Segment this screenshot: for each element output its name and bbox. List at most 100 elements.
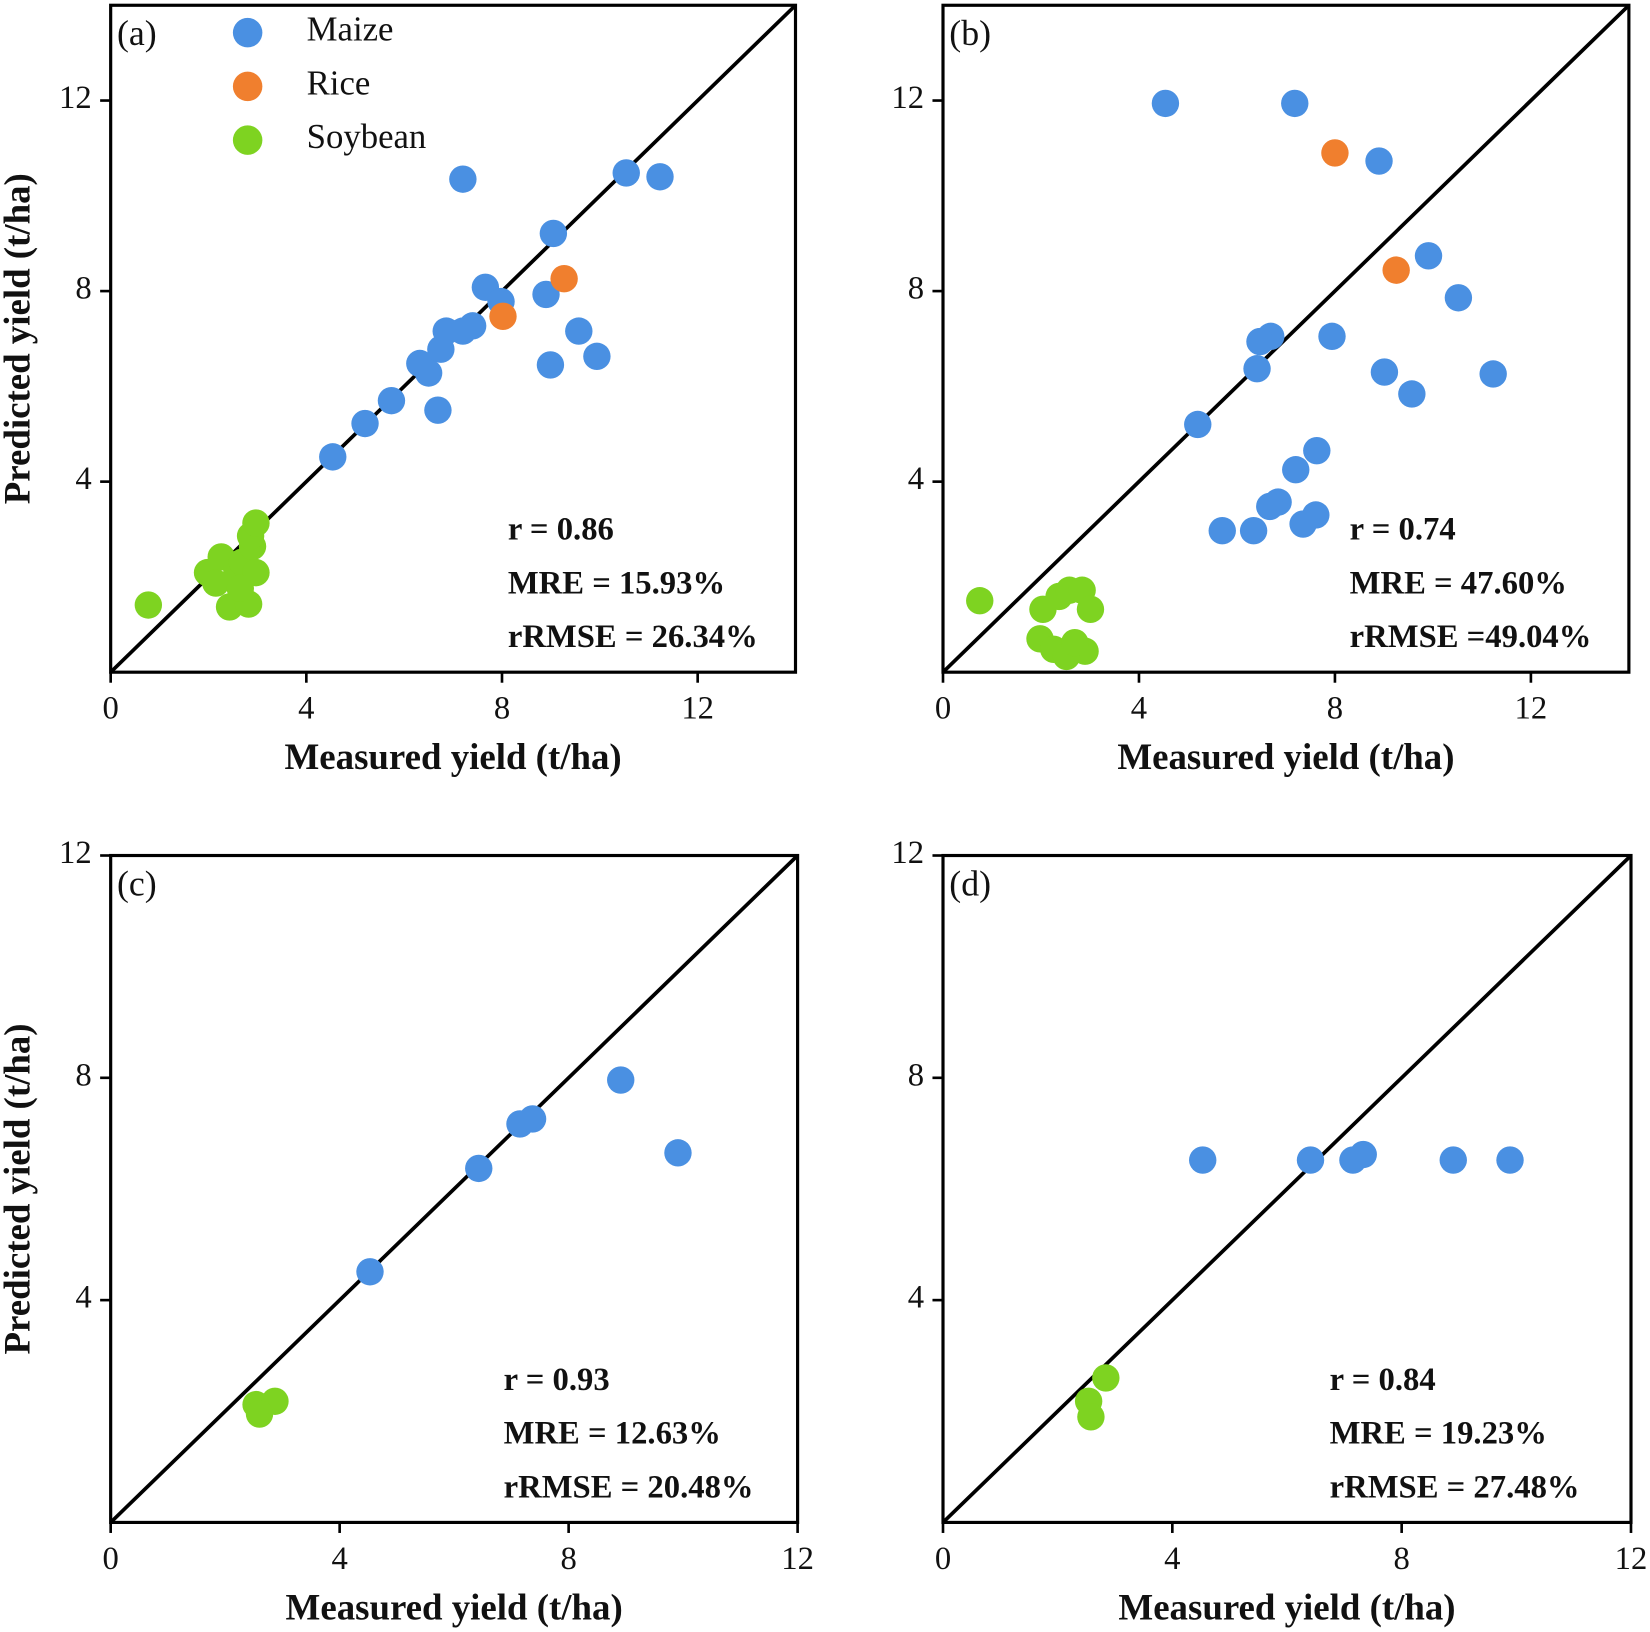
data-point [1414, 242, 1443, 270]
stat-annotation: MRE = 15.93% [508, 565, 725, 601]
x-tick-label: 12 [781, 1541, 814, 1577]
data-point [1303, 436, 1331, 465]
panel: 0 4 8 12 4 8 12 (c) Measured yield (t/ha) Predict… [0, 835, 814, 1628]
x-tick-label: 0 [935, 691, 951, 727]
data-point [518, 1105, 547, 1133]
x-tick-label: 4 [298, 691, 314, 727]
stat-annotation: r = 0.86 [508, 512, 614, 548]
plot-frame [109, 853, 800, 1525]
data-point [377, 386, 406, 415]
x-tick-label: 4 [331, 1541, 347, 1577]
data-point [1382, 256, 1410, 284]
x-tick-label: 12 [681, 691, 714, 727]
data-point [1243, 355, 1271, 383]
data-point [202, 569, 230, 597]
y-axis-title: Predicted yield (t/ha) [0, 1023, 39, 1354]
legend-marker [232, 71, 263, 102]
data-point [1296, 1146, 1325, 1174]
data-point [1365, 147, 1393, 175]
y-tick-label: 8 [908, 1057, 924, 1093]
data-point [1439, 1146, 1467, 1174]
data-point [458, 312, 487, 340]
y-tick-label: 4 [75, 1280, 91, 1316]
data-point [242, 509, 270, 537]
x-tick-label: 0 [935, 1541, 951, 1577]
data-point [1256, 492, 1284, 521]
legend-marker [232, 125, 263, 155]
data-point [583, 342, 611, 371]
panel-label: (a) [117, 13, 157, 53]
data-point [1370, 358, 1399, 386]
data-point [226, 574, 254, 603]
data-point [1092, 1364, 1120, 1392]
identity-line [109, 854, 799, 1524]
data-point [539, 219, 568, 248]
x-axis-title: Measured yield (t/ha) [286, 1586, 623, 1628]
data-point [414, 359, 443, 387]
x-tick-label: 0 [103, 691, 119, 727]
y-tick-label: 4 [908, 461, 924, 497]
stat-annotation: MRE = 19.23% [1330, 1416, 1547, 1452]
data-point [1208, 517, 1236, 545]
legend-marker [232, 17, 263, 48]
y-tick-label: 8 [75, 271, 91, 307]
data-point [1444, 284, 1473, 312]
y-tick-label: 4 [908, 1280, 924, 1316]
x-axis-title: Measured yield (t/ha) [1117, 736, 1454, 778]
panel-label: (b) [949, 13, 991, 53]
stat-annotation: MRE = 12.63% [504, 1416, 721, 1452]
y-tick-label: 8 [908, 271, 924, 307]
stat-annotation: rRMSE = 20.48% [504, 1469, 754, 1505]
data-point [351, 409, 379, 438]
x-axis-title: Measured yield (t/ha) [1118, 1586, 1455, 1628]
stat-annotation: rRMSE =49.04% [1350, 619, 1592, 655]
stat-annotation: rRMSE = 26.34% [508, 619, 758, 655]
data-point [1282, 456, 1310, 484]
data-point [1239, 517, 1268, 545]
data-point [1349, 1140, 1377, 1169]
data-point [1184, 410, 1212, 439]
stat-annotation: rRMSE = 27.48% [1330, 1469, 1580, 1505]
data-point [134, 591, 163, 619]
data-point [356, 1258, 384, 1286]
data-point [489, 302, 517, 331]
y-tick-label: 12 [891, 835, 924, 871]
data-point [966, 587, 994, 615]
panel-label: (c) [117, 863, 157, 903]
stat-annotation: r = 0.84 [1330, 1362, 1436, 1398]
data-point [319, 443, 347, 471]
y-tick-label: 12 [891, 80, 924, 116]
data-point [1281, 89, 1309, 118]
data-point [1321, 139, 1349, 167]
data-point [646, 163, 674, 191]
data-point [424, 396, 452, 424]
data-point [1189, 1146, 1217, 1174]
data-point [449, 165, 477, 193]
x-tick-label: 8 [560, 1541, 576, 1577]
data-point [536, 351, 565, 379]
panel: 0 4 8 12 4 8 12 (d) Measured yield (t/ha) r = 0.8… [891, 835, 1647, 1628]
y-tick-label: 12 [59, 835, 92, 871]
y-tick-label: 4 [75, 461, 91, 497]
y-axis-title: Predicted yield (t/ha) [0, 173, 39, 504]
legend-label: Soybean [307, 117, 427, 156]
data-point [465, 1154, 493, 1183]
x-tick-label: 12 [1615, 1541, 1648, 1577]
data-point [607, 1066, 635, 1094]
data-point [1061, 628, 1089, 657]
x-axis-title: Measured yield (t/ha) [284, 736, 621, 778]
y-tick-label: 12 [59, 80, 92, 116]
stat-annotation: r = 0.74 [1350, 512, 1456, 548]
data-point [532, 280, 560, 309]
legend-label: Maize [307, 10, 394, 49]
panel: 0 4 8 12 4 8 12 (a) Measured yield (t/ha) Predict… [0, 3, 798, 778]
plot-frame [109, 3, 798, 674]
data-point [1151, 89, 1180, 118]
plot-frame [941, 853, 1633, 1525]
data-point [1496, 1146, 1524, 1174]
panel: 0 4 8 12 4 8 12 (b) Measured yield (t/ha) r = 0.7… [891, 3, 1631, 778]
data-point [1077, 1403, 1105, 1431]
data-point [1076, 595, 1105, 624]
stat-annotation: r = 0.93 [504, 1362, 610, 1398]
data-point [565, 317, 593, 345]
